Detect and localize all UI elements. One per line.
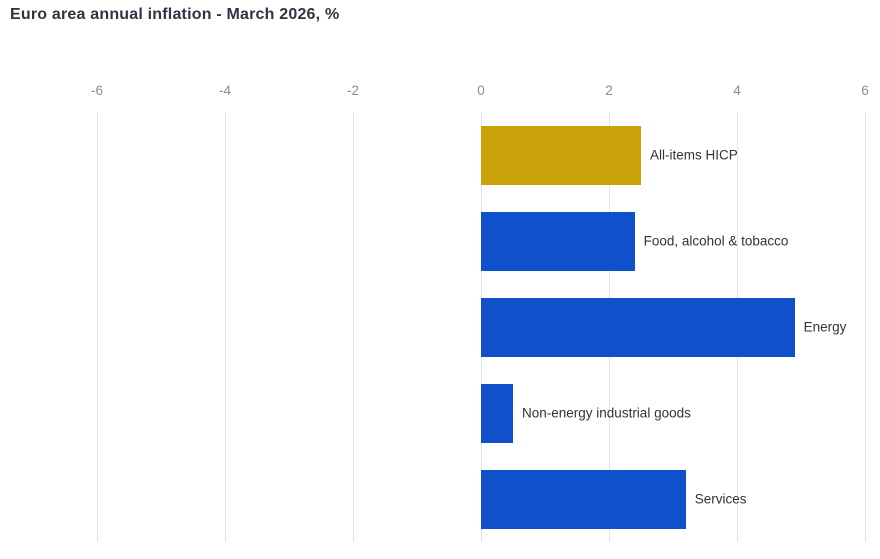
gridline-x-6 bbox=[864, 112, 866, 542]
bar-label-all-items-hicp: All-items HICP bbox=[650, 147, 738, 163]
bar-non-energy-industrial-goods bbox=[481, 383, 513, 443]
bar-label-food-alcohol-tobacco: Food, alcohol & tobacco bbox=[643, 233, 789, 249]
gridline-x--4 bbox=[224, 112, 226, 542]
x-tick-label--6: -6 bbox=[90, 83, 104, 98]
gridline-x--6 bbox=[96, 112, 98, 542]
x-tick-label-4: 4 bbox=[733, 83, 741, 98]
bar-label-energy: Energy bbox=[803, 319, 847, 335]
bar-label-services: Services bbox=[694, 491, 747, 507]
gridline-x--2 bbox=[352, 112, 354, 542]
x-tick-label-6: 6 bbox=[861, 83, 869, 98]
chart-title: Euro area annual inflation - March 2026,… bbox=[10, 6, 340, 23]
bar-label-non-energy-industrial-goods: Non-energy industrial goods bbox=[522, 405, 691, 421]
bar-services bbox=[481, 469, 686, 529]
bar-food-alcohol-tobacco bbox=[481, 211, 635, 271]
x-tick-label--4: -4 bbox=[218, 83, 232, 98]
x-tick-label--2: -2 bbox=[346, 83, 360, 98]
bar-energy bbox=[481, 297, 795, 357]
x-tick-label-0: 0 bbox=[477, 83, 485, 98]
x-tick-label-2: 2 bbox=[605, 83, 613, 98]
bar-all-items-hicp bbox=[481, 125, 641, 185]
